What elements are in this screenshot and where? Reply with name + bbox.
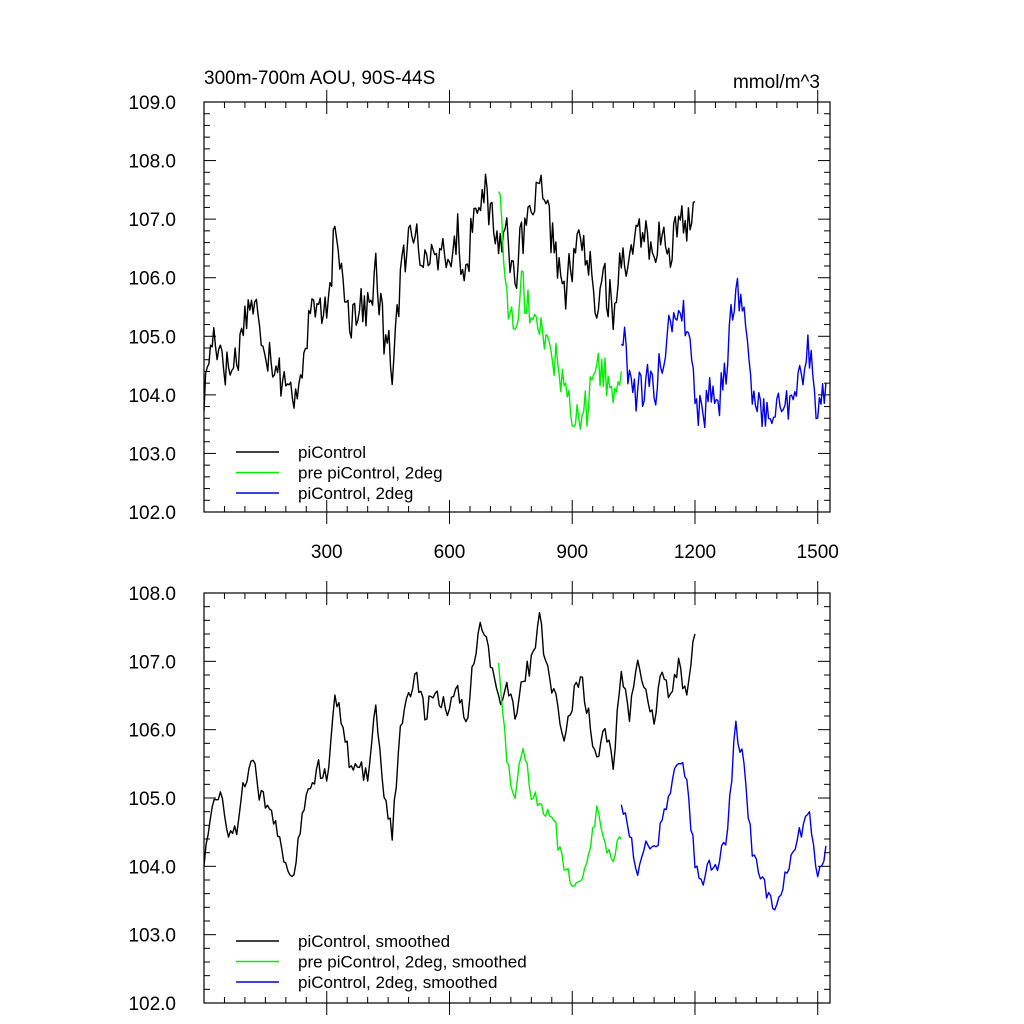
x-tick-label: 300 <box>311 542 343 563</box>
legend-label: piControl, 2deg, smoothed <box>298 973 497 992</box>
y-tick-label: 102.0 <box>128 503 176 524</box>
y-tick-label: 105.0 <box>128 327 176 348</box>
units-label: mmol/m^3 <box>733 72 820 93</box>
y-tick-label: 108.0 <box>128 152 176 173</box>
x-tick-label: 1200 <box>674 542 716 563</box>
y-tick-label: 107.0 <box>128 652 176 673</box>
top-panel: 102.0 103.0 104.0 105.0 106.0 107.0 108.0 109.0… <box>128 90 839 563</box>
series-line-1 <box>203 612 696 878</box>
y-tick-label: 104.0 <box>128 857 176 878</box>
y-tick-label: 104.0 <box>128 386 176 407</box>
y-tick-label: 109.0 <box>128 93 176 114</box>
legend-label: piControl <box>298 443 366 462</box>
x-tick-label: 600 <box>434 542 466 563</box>
chart-title: 300m-700m AOU, 90S-44S <box>204 68 435 89</box>
series-line-3 <box>620 277 827 429</box>
y-tick-label: 106.0 <box>128 721 176 742</box>
legend-label: piControl, smoothed <box>298 932 450 951</box>
series-line-3 <box>620 720 827 911</box>
legend-label: pre piControl, 2deg, smoothed <box>298 953 527 972</box>
x-tick-label: 1500 <box>797 542 839 563</box>
y-tick-label: 105.0 <box>128 789 176 810</box>
plot-frame <box>203 101 831 513</box>
x-tick-label: 900 <box>556 542 588 563</box>
series-line-2 <box>497 662 622 887</box>
y-tick-label: 108.0 <box>128 584 176 605</box>
bottom-panel: 102.0 103.0 104.0 105.0 106.0 107.0 108.0 piCon… <box>128 581 831 1015</box>
y-tick-label: 103.0 <box>128 444 176 465</box>
series-line-1 <box>203 173 696 411</box>
legend-label: pre piControl, 2deg <box>298 464 443 483</box>
y-tick-label: 107.0 <box>128 210 176 231</box>
series-line-2 <box>497 191 622 430</box>
y-tick-label: 103.0 <box>128 926 176 947</box>
legend-label: piControl, 2deg <box>298 484 413 503</box>
y-tick-label: 106.0 <box>128 269 176 290</box>
y-tick-label: 102.0 <box>128 994 176 1015</box>
